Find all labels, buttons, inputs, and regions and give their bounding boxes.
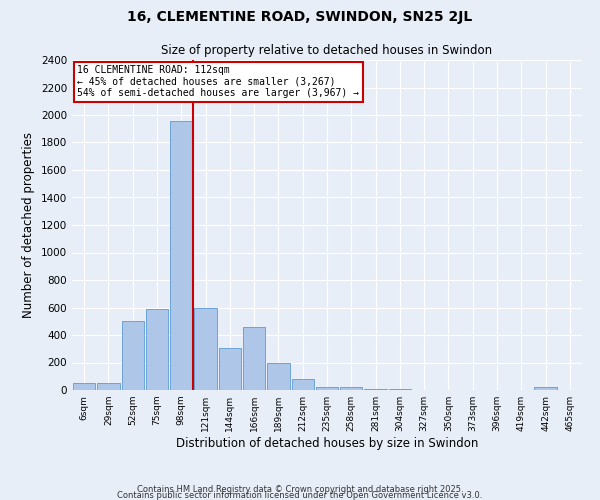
Title: Size of property relative to detached houses in Swindon: Size of property relative to detached ho… bbox=[161, 44, 493, 58]
Bar bbox=[535, 386, 557, 390]
Bar bbox=[122, 322, 144, 390]
Y-axis label: Number of detached properties: Number of detached properties bbox=[22, 132, 35, 318]
Bar bbox=[97, 383, 119, 390]
Bar bbox=[316, 386, 338, 390]
Bar bbox=[267, 363, 290, 390]
Text: Contains HM Land Registry data © Crown copyright and database right 2025.: Contains HM Land Registry data © Crown c… bbox=[137, 484, 463, 494]
Bar bbox=[170, 120, 193, 390]
X-axis label: Distribution of detached houses by size in Swindon: Distribution of detached houses by size … bbox=[176, 437, 478, 450]
Bar bbox=[73, 383, 95, 390]
Bar bbox=[146, 309, 168, 390]
Text: 16 CLEMENTINE ROAD: 112sqm
← 45% of detached houses are smaller (3,267)
54% of s: 16 CLEMENTINE ROAD: 112sqm ← 45% of deta… bbox=[77, 65, 359, 98]
Text: 16, CLEMENTINE ROAD, SWINDON, SN25 2JL: 16, CLEMENTINE ROAD, SWINDON, SN25 2JL bbox=[127, 10, 473, 24]
Bar bbox=[243, 327, 265, 390]
Bar bbox=[194, 308, 217, 390]
Text: Contains public sector information licensed under the Open Government Licence v3: Contains public sector information licen… bbox=[118, 491, 482, 500]
Bar bbox=[218, 348, 241, 390]
Bar bbox=[340, 387, 362, 390]
Bar bbox=[292, 379, 314, 390]
